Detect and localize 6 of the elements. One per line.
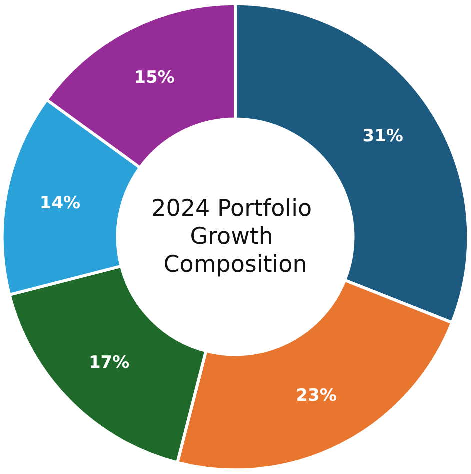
data-label: 14% bbox=[40, 194, 81, 214]
data-label: 15% bbox=[134, 68, 175, 88]
data-label: 23% bbox=[296, 386, 337, 406]
text: 2024 Portfolio Growth Composition bbox=[152, 196, 320, 278]
data-label: 17% bbox=[88, 353, 130, 374]
data-label: 31% bbox=[362, 126, 404, 147]
